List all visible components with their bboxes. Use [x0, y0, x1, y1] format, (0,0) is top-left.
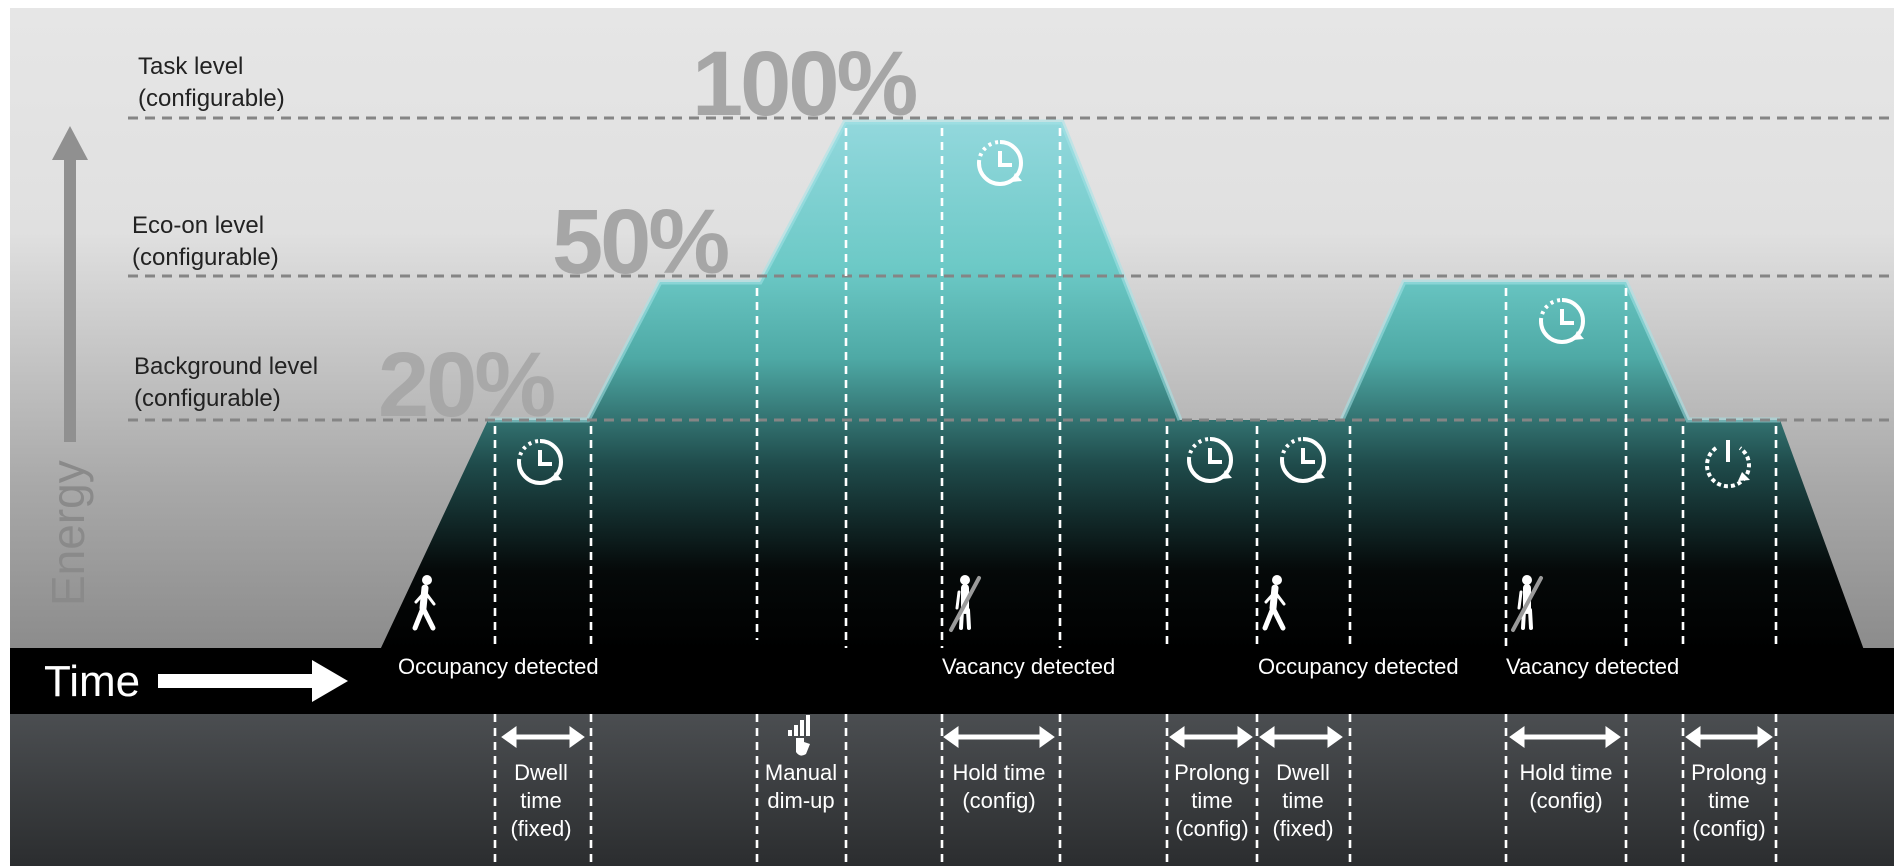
interval-label-dwell-1: Dwell time (fixed): [510, 760, 571, 841]
task-level-sub: (configurable): [138, 85, 285, 112]
time-axis-label: Time: [44, 657, 140, 706]
interval-line: time: [520, 788, 562, 813]
timer-icon: [977, 140, 1023, 186]
walking-person-icon: [1262, 575, 1286, 631]
interval-label-dwell-2: Dwell time (fixed): [1272, 760, 1333, 841]
time-arrow-icon: [158, 660, 348, 702]
interval-label-prolong-1: Prolong time (config): [1174, 760, 1250, 841]
interval-line: Prolong: [1691, 760, 1767, 785]
interval-line: (fixed): [1272, 816, 1333, 841]
interval-line: time: [1282, 788, 1324, 813]
double-arrow-icon: [1685, 726, 1773, 748]
interval-line: Dwell: [1276, 760, 1330, 785]
event-label-occupancy-1: Occupancy detected: [398, 654, 599, 679]
interval-line: Prolong: [1174, 760, 1250, 785]
timer-icon: [1539, 298, 1585, 344]
dim-up-icon: [788, 715, 810, 756]
interval-label-hold-1: Hold time (config): [953, 760, 1046, 813]
event-label-vacancy-1: Vacancy detected: [942, 654, 1115, 679]
interval-line: (config): [1529, 788, 1602, 813]
energy-axis: Energy: [42, 126, 94, 606]
power-icon: [1705, 440, 1751, 489]
no-person-icon: [949, 575, 981, 632]
eco-level-sub: (configurable): [132, 244, 279, 271]
energy-axis-label: Energy: [42, 460, 94, 606]
double-arrow-icon: [1169, 726, 1253, 748]
timer-icon: [1187, 437, 1233, 483]
double-arrow-icon: [1509, 726, 1621, 748]
background-level-sub: (configurable): [134, 385, 281, 412]
event-label-vacancy-2: Vacancy detected: [1506, 654, 1679, 679]
interval-arrows: [501, 726, 1773, 748]
interval-line: (config): [1692, 816, 1765, 841]
task-level-label: Task level: [138, 53, 243, 80]
no-person-icon: [1511, 575, 1543, 632]
interval-line: Hold time: [1520, 760, 1613, 785]
interval-line: time: [1191, 788, 1233, 813]
timer-icon: [517, 439, 563, 485]
interval-markers: [493, 128, 1778, 866]
event-label-occupancy-2: Occupancy detected: [1258, 654, 1459, 679]
double-arrow-icon: [1259, 726, 1343, 748]
double-arrow-icon: [943, 726, 1055, 748]
energy-profile-shape: [380, 122, 1864, 650]
interval-line: Manual: [765, 760, 837, 785]
eco-level-label: Eco-on level: [132, 212, 264, 239]
interval-label-prolong-2: Prolong time (config): [1691, 760, 1767, 841]
double-arrow-icon: [501, 726, 585, 748]
background-level-percent: 20%: [378, 334, 554, 436]
eco-level-percent: 50%: [552, 191, 728, 293]
energy-arrow-icon: [52, 126, 88, 160]
interval-line: dim-up: [767, 788, 834, 813]
interval-label-hold-2: Hold time (config): [1520, 760, 1613, 813]
timer-icon: [1280, 437, 1326, 483]
task-level-percent: 100%: [692, 33, 916, 135]
walking-person-icon: [412, 575, 436, 631]
interval-line: Dwell: [514, 760, 568, 785]
interval-line: (fixed): [510, 816, 571, 841]
interval-line: Hold time: [953, 760, 1046, 785]
interval-line: (config): [962, 788, 1035, 813]
interval-label-manual: Manual dim-up: [765, 760, 837, 813]
background-level-label: Background level: [134, 353, 318, 380]
level-lines: [128, 116, 1894, 422]
interval-line: time: [1708, 788, 1750, 813]
interval-line: (config): [1175, 816, 1248, 841]
